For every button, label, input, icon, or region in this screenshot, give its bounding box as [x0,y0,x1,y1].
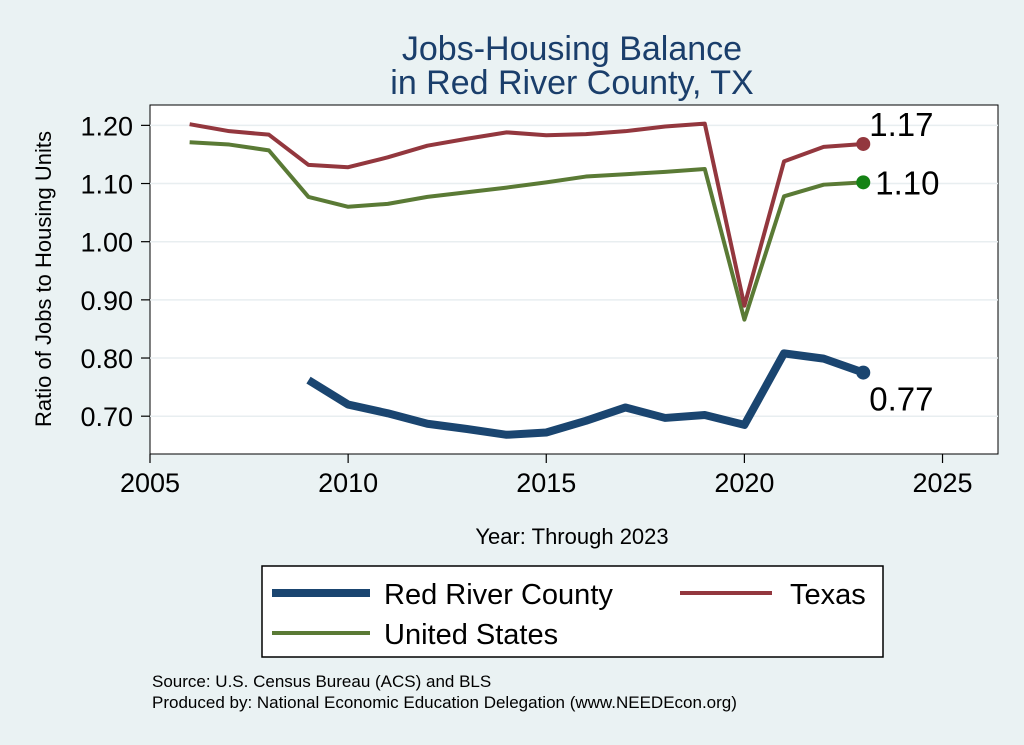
series-lines [189,121,871,439]
legend: Red River County Texas United States [261,565,884,658]
plot-area [149,104,999,455]
chart-title-line-2: in Red River County, TX [390,64,753,102]
legend-label-red-river-county: Red River County [384,579,613,611]
end-label-united-states: 1.10 [875,164,939,201]
end-marker-red-river-county [856,365,871,380]
y-tick-label: 1.00 [80,228,133,258]
series-line-united-states [189,140,864,322]
y-tick-label: 1.20 [80,111,133,141]
x-tick-label: 2010 [318,468,378,498]
legend-box [261,565,884,658]
series-line-red-river-county [306,349,865,439]
x-tick-label: 2015 [516,468,576,498]
end-marker-texas [856,136,871,151]
end-marker-united-states [856,175,871,190]
x-axis-label: Year: Through 2023 [475,524,668,549]
end-label-red-river-county: 0.77 [869,381,933,418]
y-axis-ticks: 0.70 0.80 0.90 1.00 1.10 1.20 [80,111,150,432]
legend-label-texas: Texas [790,579,866,611]
producer-note: Produced by: National Economic Education… [152,693,737,712]
series-end-labels: 0.77 1.17 1.10 [869,106,939,418]
y-tick-label: 1.10 [80,170,133,200]
x-tick-label: 2005 [120,468,180,498]
x-tick-label: 2025 [912,468,972,498]
chart-title-line-1: Jobs-Housing Balance [402,30,742,68]
gridlines [150,124,998,417]
y-axis-label: Ratio of Jobs to Housing Units [31,131,56,427]
series-line-texas [189,121,864,308]
legend-label-united-states: United States [384,619,558,651]
y-tick-label: 0.70 [80,402,133,432]
x-tick-label: 2020 [714,468,774,498]
source-note: Source: U.S. Census Bureau (ACS) and BLS [152,672,491,691]
x-axis-ticks: 2005 2010 2015 2020 2025 [120,454,973,498]
y-tick-label: 0.80 [80,344,133,374]
end-label-texas: 1.17 [869,106,933,143]
y-tick-label: 0.90 [80,286,133,316]
